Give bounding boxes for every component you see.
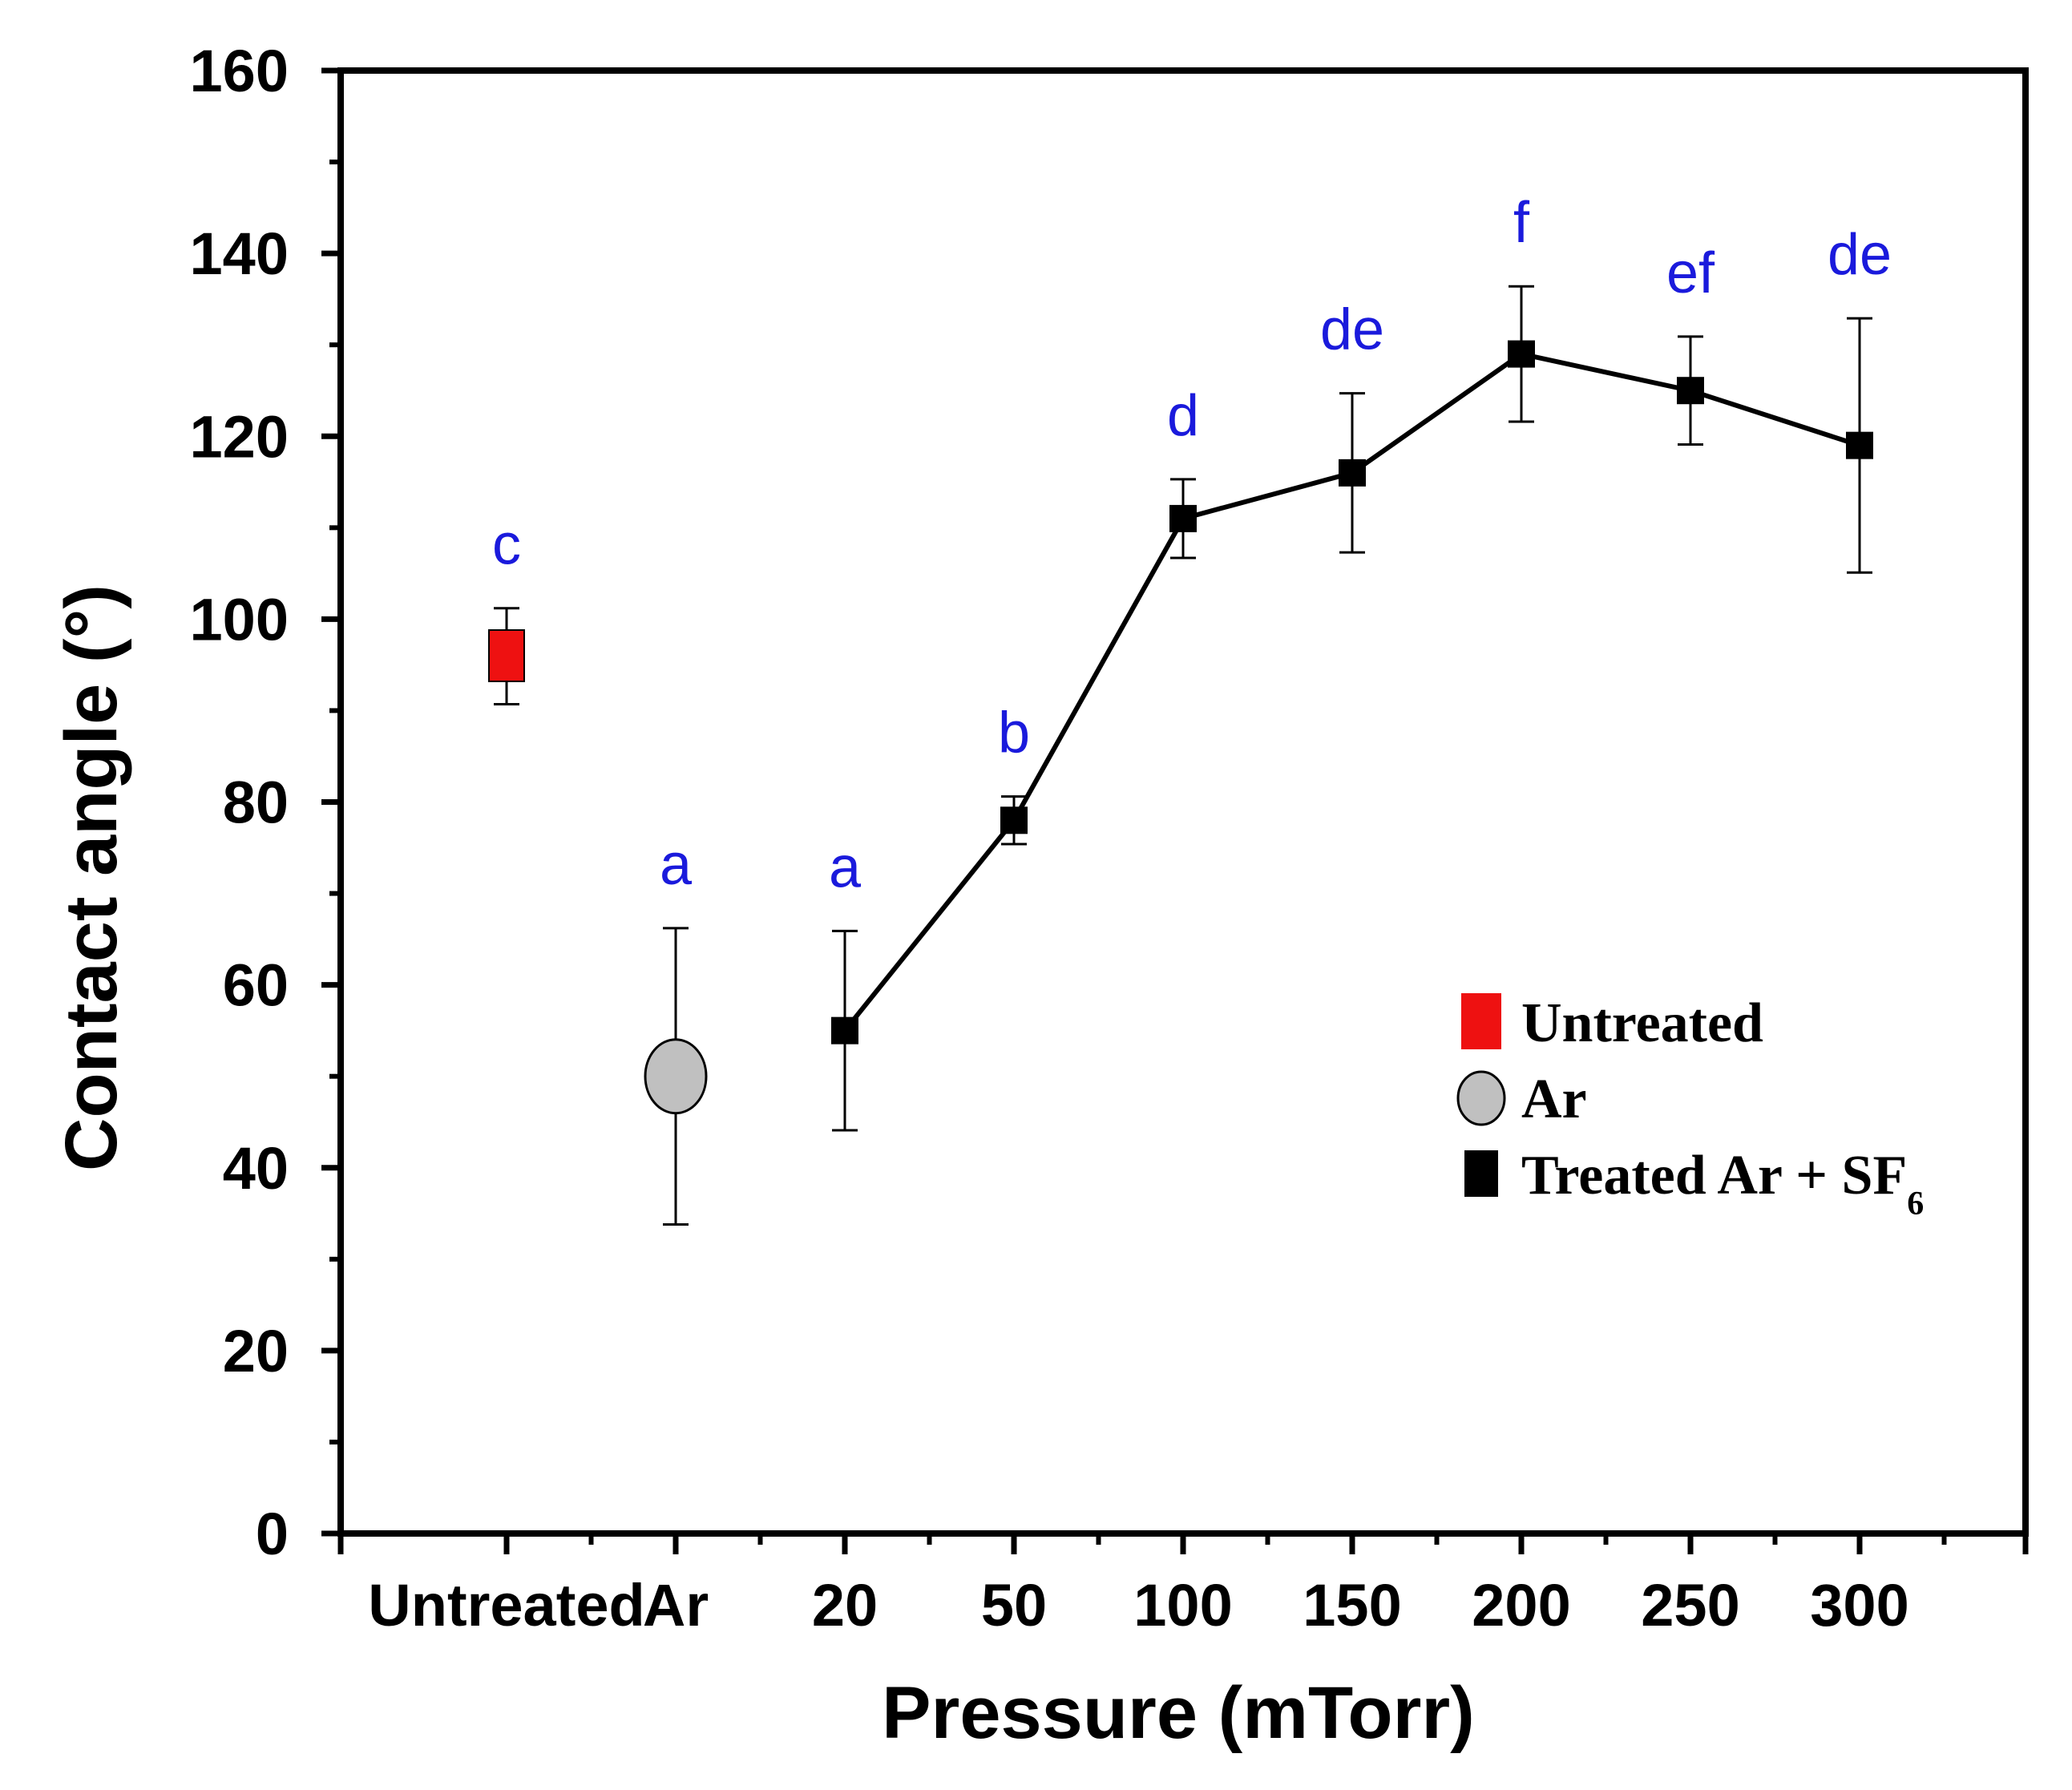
significance-letter: d (1167, 384, 1199, 448)
x-tick-label: 150 (1303, 1572, 1401, 1638)
data-point-square (831, 1016, 858, 1045)
x-tick-label: 50 (981, 1572, 1047, 1638)
data-markers (488, 340, 1873, 1115)
y-tick-label: 60 (223, 952, 289, 1019)
significance-letter: a (660, 833, 693, 897)
significance-letter: f (1513, 191, 1530, 255)
legend-label: Treated Ar + SF6 (1521, 1145, 1924, 1222)
y-tick-label: 120 (190, 403, 289, 470)
data-point-square (1846, 431, 1873, 459)
data-point-square (1000, 806, 1028, 834)
significance-letter: a (829, 835, 862, 899)
data-point-square (1677, 377, 1704, 405)
significance-letter: de (1828, 223, 1892, 287)
legend-label: Ar (1521, 1069, 1587, 1130)
y-tick-label: 140 (190, 220, 289, 287)
legend-label: Untreated (1521, 992, 1763, 1054)
data-point-square (488, 629, 525, 682)
significance-letters: c a a b d de f ef de (492, 191, 1892, 899)
legend-label-subscript: 6 (1907, 1186, 1924, 1222)
significance-letter: b (998, 701, 1030, 766)
y-tick-label: 80 (223, 770, 289, 836)
legend-label-text: Untreated (1521, 992, 1763, 1054)
y-axis-title: Contact angle (°) (50, 584, 132, 1171)
data-point-square (1169, 504, 1197, 532)
x-tick-label: 20 (812, 1572, 878, 1638)
data-point-square (1339, 459, 1366, 487)
y-tick-label: 160 (190, 38, 289, 104)
data-point-circle (644, 1038, 708, 1115)
data-point-square (1508, 340, 1535, 368)
x-tick-label: 100 (1133, 1572, 1232, 1638)
legend-marker-circle (1456, 1070, 1506, 1126)
significance-letter: c (492, 513, 521, 577)
legend: Untreated Ar Treated Ar + SF6 (1456, 992, 1924, 1222)
legend-marker-square (1461, 993, 1501, 1049)
legend-label-text: Ar (1521, 1069, 1587, 1130)
y-tick-label: 40 (223, 1135, 289, 1202)
x-tick-label: 250 (1641, 1572, 1739, 1638)
y-tick-label: 0 (256, 1501, 289, 1567)
significance-letter: de (1320, 298, 1384, 362)
legend-label-text: Treated Ar + SF (1521, 1145, 1907, 1206)
y-tick-label: 100 (190, 586, 289, 653)
x-tick-label: Ar (643, 1572, 709, 1638)
x-tick-label: Untreated (368, 1572, 644, 1638)
legend-marker-square (1464, 1150, 1498, 1197)
significance-letter: ef (1666, 241, 1715, 305)
x-axis-title: Pressure (mTorr) (882, 1672, 1475, 1754)
y-tick-label: 20 (223, 1318, 289, 1384)
x-tick-label: 300 (1810, 1572, 1908, 1638)
x-tick-label: 200 (1472, 1572, 1570, 1638)
